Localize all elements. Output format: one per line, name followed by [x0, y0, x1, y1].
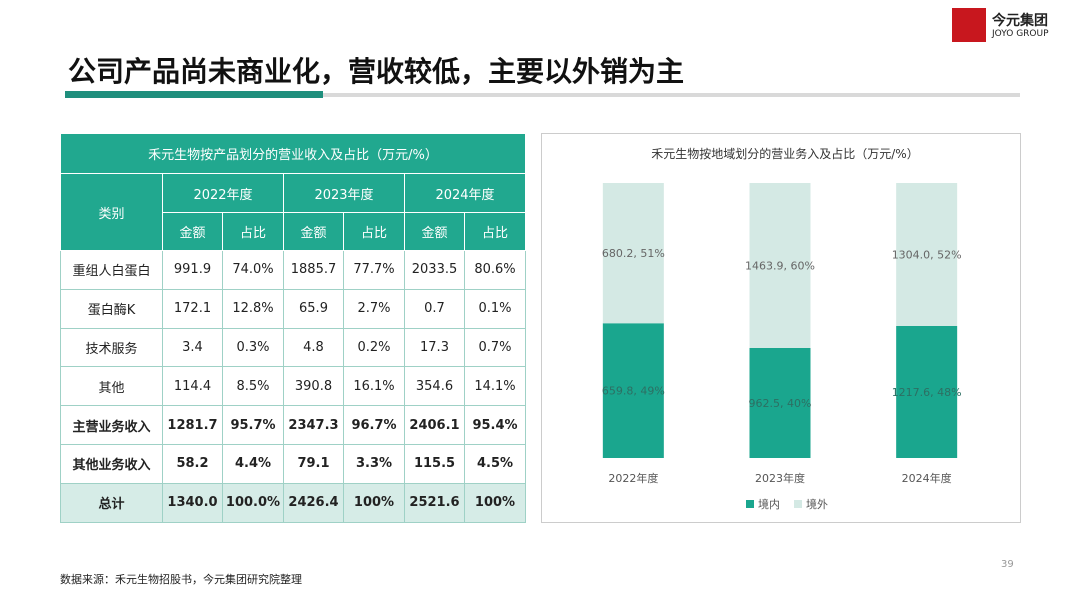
x-tick-label: 2024年度 — [902, 471, 952, 485]
table-cell: 115.5 — [404, 443, 465, 484]
table-cell: 95.7% — [222, 405, 284, 445]
table-row: 蛋白酶K 172.1 12.8% 65.9 2.7% 0.7 0.1% — [60, 288, 527, 329]
table-cell: 0.1% — [463, 288, 527, 329]
table-cell: 4.8 — [283, 327, 344, 368]
table-cell: 0.2% — [343, 327, 405, 368]
table-cell: 77.7% — [343, 250, 405, 290]
source-note: 数据来源：禾元生物招股书，今元集团研究院整理 — [60, 573, 302, 586]
logo-mark — [952, 8, 986, 42]
table-cell: 4.4% — [222, 443, 284, 484]
table-cell: 金额 — [404, 212, 465, 251]
data-label: 1463.9, 60% — [745, 260, 815, 273]
data-label: 1217.6, 48% — [892, 386, 962, 399]
table-cell: 114.4 — [162, 366, 223, 407]
table-cell: 100% — [463, 482, 527, 523]
table-cell: 96.7% — [343, 405, 405, 445]
table-cell: 蛋白酶K — [60, 288, 163, 329]
legend-swatch — [746, 500, 754, 508]
table-cell: 12.8% — [222, 288, 284, 329]
table-cell: 1340.0 — [162, 482, 223, 523]
table-cell: 2426.4 — [283, 482, 344, 523]
table-cell: 2406.1 — [404, 405, 465, 445]
table-cell: 172.1 — [162, 288, 223, 329]
table-row: 金额 占比 金额 占比 金额 占比 — [61, 212, 527, 251]
logo-en: JOYO GROUP — [992, 29, 1049, 39]
table-cell: 1885.7 — [283, 250, 344, 290]
table-cell: 2023年度 — [283, 173, 405, 213]
table-cell: 技术服务 — [60, 327, 163, 368]
bar-segment — [749, 348, 811, 458]
bar-segment — [896, 326, 958, 458]
table-cell: 16.1% — [343, 366, 405, 407]
bar-segment — [602, 323, 664, 458]
table-row: 主营业务收入 1281.7 95.7% 2347.3 96.7% 2406.1 95.4% — [60, 405, 527, 445]
bar-segment — [749, 183, 811, 348]
bar-segment — [896, 183, 958, 326]
page-number: 39 — [1001, 559, 1014, 570]
table-cell: 主营业务收入 — [60, 405, 163, 445]
table-cell: 2024年度 — [403, 173, 527, 213]
legend-swatch — [794, 500, 802, 508]
table-row: 技术服务 3.4 0.3% 4.8 0.2% 17.3 0.7% — [60, 327, 527, 368]
table-row: 其他业务收入 58.2 4.4% 79.1 3.3% 115.5 4.5% — [60, 443, 527, 484]
table-cell: 14.1% — [463, 366, 527, 407]
table-cell: 100.0% — [222, 482, 284, 523]
table-cell: 58.2 — [162, 443, 223, 484]
table-cell: 74.0% — [222, 250, 284, 290]
table-cell: 80.6% — [463, 250, 527, 290]
table-cell: 4.5% — [463, 443, 527, 484]
table-cell: 总计 — [60, 482, 163, 523]
table-cell: 重组人白蛋白 — [60, 250, 163, 290]
table-cell: 3.4 — [162, 327, 223, 368]
table-cell: 2033.5 — [404, 250, 465, 290]
table-cell: 354.6 — [404, 366, 465, 407]
legend-label: 境内 — [758, 497, 780, 511]
table-cell: 2347.3 — [283, 405, 344, 445]
table-cell: 390.8 — [283, 366, 344, 407]
table-cell: 1281.7 — [162, 405, 223, 445]
table-cell: 79.1 — [283, 443, 344, 484]
data-label: 659.8, 49% — [602, 385, 665, 398]
table-cell: 3.3% — [343, 443, 405, 484]
chart-panel — [541, 133, 1021, 523]
chart-title: 禾元生物按地域划分的营业务入及占比（万元/%） — [651, 146, 918, 161]
table-row: 重组人白蛋白 991.9 74.0% 1885.7 77.7% 2033.5 80.6% — [60, 250, 527, 290]
table-cell: 类别 — [60, 173, 163, 251]
table-cell: 2521.6 — [404, 482, 465, 523]
table-cell: 金额 — [162, 212, 223, 251]
table-cell: 95.4% — [463, 405, 527, 445]
table-cell: 占比 — [222, 212, 284, 251]
x-tick-label: 2023年度 — [755, 471, 805, 485]
table-row: 总计 1340.0 100.0% 2426.4 100% 2521.6 100% — [60, 482, 527, 523]
table-row: 其他 114.4 8.5% 390.8 16.1% 354.6 14.1% — [60, 366, 527, 407]
table-cell: 991.9 — [162, 250, 223, 290]
table-cell: 0.7% — [463, 327, 527, 368]
title-rule — [323, 93, 1020, 97]
data-label: 962.5, 40% — [749, 397, 812, 410]
table-cell: 0.3% — [222, 327, 284, 368]
data-label: 1304.0, 52% — [892, 249, 962, 262]
table-cell: 100% — [343, 482, 405, 523]
table-cell: 占比 — [463, 212, 527, 251]
legend-label: 境外 — [806, 497, 828, 511]
slide-title: 公司产品尚未商业化，营收较低，主要以外销为主 — [68, 55, 685, 88]
table-cell: 8.5% — [222, 366, 284, 407]
table-cell: 17.3 — [404, 327, 465, 368]
bar-segment — [602, 183, 664, 324]
revenue-table: 禾元生物按产品划分的营业收入及占比（万元/%） 类别 2022年度 2023年度 202… — [59, 133, 527, 523]
x-tick-label: 2022年度 — [608, 471, 658, 485]
logo-cn: 今元集团 — [992, 13, 1048, 29]
table-cell: 金额 — [283, 212, 344, 251]
data-label: 680.2, 51% — [602, 247, 665, 260]
title-underline — [65, 91, 323, 98]
table-row: 类别 2022年度 2023年度 2024年度 — [60, 173, 527, 251]
